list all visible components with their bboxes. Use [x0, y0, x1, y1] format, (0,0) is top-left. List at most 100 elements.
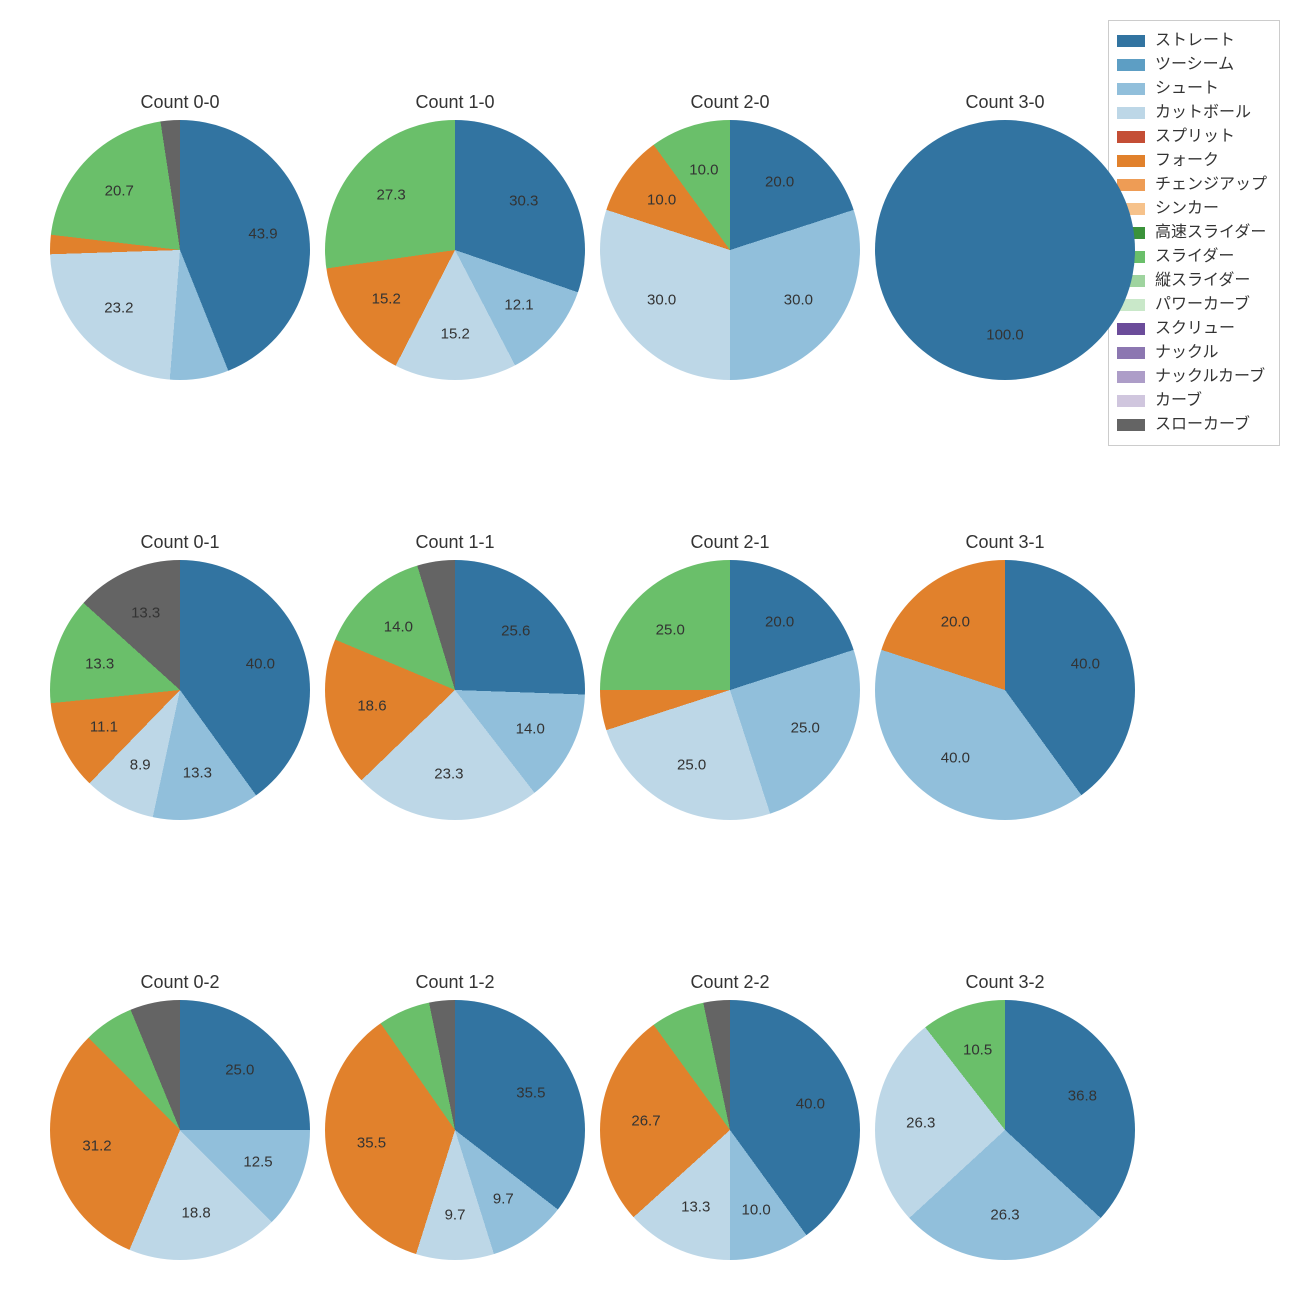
slice-label: 18.8 — [182, 1204, 211, 1221]
pie — [600, 560, 860, 820]
pie — [50, 1000, 310, 1260]
legend-label: ナックルカーブ — [1155, 365, 1265, 389]
slice-label: 20.0 — [765, 173, 794, 190]
legend-label: スライダー — [1155, 245, 1234, 269]
legend-item: スクリュー — [1117, 317, 1267, 341]
panel-title: Count 1-2 — [325, 972, 585, 993]
slice-label: 43.9 — [248, 226, 277, 243]
legend-label: ツーシーム — [1155, 53, 1234, 77]
slice-label: 30.0 — [647, 291, 676, 308]
legend-label: スクリュー — [1155, 317, 1235, 341]
chart-panel: Count 1-235.59.79.735.5 — [325, 1000, 585, 1260]
legend-item: ナックル — [1117, 341, 1267, 365]
slice-label: 30.0 — [784, 291, 813, 308]
pie — [50, 560, 310, 820]
panel-title: Count 0-0 — [50, 92, 310, 113]
slice-label: 100.0 — [986, 326, 1024, 343]
legend-item: スローカーブ — [1117, 413, 1267, 437]
panel-title: Count 0-2 — [50, 972, 310, 993]
slice-label: 20.0 — [941, 613, 970, 630]
slice-label: 13.3 — [183, 764, 212, 781]
slice-label: 14.0 — [516, 720, 545, 737]
panel-title: Count 3-1 — [875, 532, 1135, 553]
slice-label: 27.3 — [377, 186, 406, 203]
legend-item: パワーカーブ — [1117, 293, 1267, 317]
slice-label: 18.6 — [357, 697, 386, 714]
chart-panel: Count 3-236.826.326.310.5 — [875, 1000, 1135, 1260]
pie — [875, 560, 1135, 820]
chart-panel: Count 0-140.013.38.911.113.313.3 — [50, 560, 310, 820]
slice-label: 20.0 — [765, 613, 794, 630]
legend-item: カットボール — [1117, 101, 1267, 125]
legend-swatch — [1117, 419, 1145, 431]
slice-label: 13.3 — [131, 604, 160, 621]
slice-label: 25.0 — [677, 757, 706, 774]
panel-title: Count 0-1 — [50, 532, 310, 553]
legend-item: シンカー — [1117, 197, 1267, 221]
slice-label: 9.7 — [493, 1191, 514, 1208]
legend-item: スプリット — [1117, 125, 1267, 149]
chart-panel: Count 0-225.012.518.831.2 — [50, 1000, 310, 1260]
slice-label: 26.3 — [906, 1114, 935, 1131]
slice-label: 10.0 — [647, 192, 676, 209]
legend-item: スライダー — [1117, 245, 1267, 269]
chart-panel: Count 3-140.040.020.0 — [875, 560, 1135, 820]
legend-label: カットボール — [1155, 101, 1251, 125]
legend-label: チェンジアップ — [1155, 173, 1267, 197]
legend-item: フォーク — [1117, 149, 1267, 173]
legend-label: スローカーブ — [1155, 413, 1250, 437]
slice-label: 30.3 — [509, 192, 538, 209]
chart-panel: Count 2-120.025.025.025.0 — [600, 560, 860, 820]
slice-label: 36.8 — [1068, 1088, 1097, 1105]
pie — [600, 1000, 860, 1260]
panel-title: Count 2-1 — [600, 532, 860, 553]
chart-panel: Count 3-0100.0 — [875, 120, 1135, 380]
slice-label: 14.0 — [384, 619, 413, 636]
pie — [600, 120, 860, 380]
slice-label: 26.7 — [631, 1113, 660, 1130]
legend-label: カーブ — [1155, 389, 1202, 413]
slice-label: 12.5 — [243, 1154, 272, 1171]
slice-label: 15.2 — [441, 326, 470, 343]
slice-label: 15.2 — [372, 291, 401, 308]
slice-label: 25.0 — [656, 622, 685, 639]
chart-panel: Count 2-020.030.030.010.010.0 — [600, 120, 860, 380]
legend-swatch — [1117, 35, 1145, 47]
slice-label: 12.1 — [504, 297, 533, 314]
slice-label: 35.5 — [357, 1134, 386, 1151]
legend-label: ナックル — [1155, 341, 1219, 365]
slice-label: 40.0 — [246, 655, 275, 672]
slice-label: 8.9 — [130, 756, 151, 773]
chart-panel: Count 0-043.923.220.7 — [50, 120, 310, 380]
slice-label: 10.0 — [742, 1202, 771, 1219]
legend-label: ストレート — [1155, 29, 1235, 53]
legend-label: スプリット — [1155, 125, 1235, 149]
legend-item: ツーシーム — [1117, 53, 1267, 77]
legend-item: 高速スライダー — [1117, 221, 1267, 245]
pie — [50, 120, 310, 380]
slice-label: 25.0 — [225, 1062, 254, 1079]
panel-title: Count 3-0 — [875, 92, 1135, 113]
slice-label: 13.3 — [85, 655, 114, 672]
slice-label: 13.3 — [681, 1199, 710, 1216]
slice-label: 31.2 — [82, 1137, 111, 1154]
slice-label: 11.1 — [90, 718, 118, 735]
legend-item: シュート — [1117, 77, 1267, 101]
legend-item: ストレート — [1117, 29, 1267, 53]
legend-label: パワーカーブ — [1155, 293, 1250, 317]
legend-label: シンカー — [1155, 197, 1219, 221]
panel-title: Count 1-1 — [325, 532, 585, 553]
slice-label: 26.3 — [990, 1206, 1019, 1223]
panel-title: Count 1-0 — [325, 92, 585, 113]
legend-swatch — [1117, 395, 1145, 407]
chart-panel: Count 2-240.010.013.326.7 — [600, 1000, 860, 1260]
slice-label: 10.5 — [963, 1042, 992, 1059]
legend-label: フォーク — [1155, 149, 1219, 173]
slice-label: 23.2 — [104, 300, 133, 317]
slice-label: 25.0 — [791, 720, 820, 737]
legend-label: 高速スライダー — [1155, 221, 1266, 245]
legend-label: シュート — [1155, 77, 1219, 101]
legend-item: カーブ — [1117, 389, 1267, 413]
slice-label: 25.6 — [501, 623, 530, 640]
chart-panel: Count 1-030.312.115.215.227.3 — [325, 120, 585, 380]
